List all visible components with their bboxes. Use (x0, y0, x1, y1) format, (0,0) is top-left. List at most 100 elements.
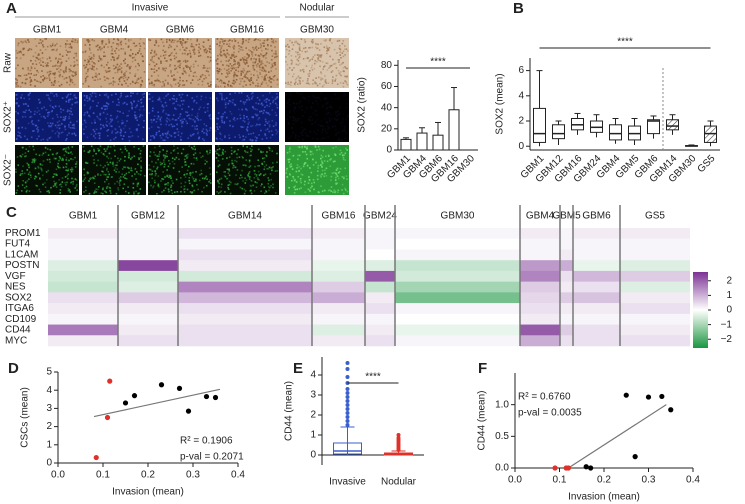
micrograph-speck (96, 129, 98, 131)
micrograph-speck (262, 68, 264, 70)
micrograph-speck (142, 81, 144, 83)
micrograph-speck (245, 190, 247, 192)
micrograph-speck (216, 157, 218, 159)
column-label: GS5 (645, 211, 665, 222)
micrograph-speck (184, 185, 186, 187)
micrograph-speck (285, 56, 287, 58)
micrograph-speck (229, 125, 231, 127)
micrograph-speck (233, 165, 235, 167)
micrograph-speck (242, 78, 244, 80)
micrograph-speck (198, 55, 200, 57)
micrograph-speck (250, 84, 252, 86)
micrograph-speck (162, 67, 164, 69)
micrograph-speck (51, 111, 53, 113)
micrograph-speck (130, 158, 132, 160)
micrograph-speck (324, 128, 326, 130)
micrograph-speck (247, 95, 249, 97)
micrograph-speck (163, 106, 165, 108)
micrograph-speck (342, 112, 344, 114)
micrograph-speck (255, 60, 257, 62)
micrograph-speck (208, 74, 210, 76)
micrograph-speck (93, 162, 95, 164)
point (584, 464, 589, 469)
micrograph-speck (128, 136, 130, 138)
micrograph-speck (142, 106, 144, 108)
micrograph-speck (166, 156, 168, 158)
micrograph-speck (27, 180, 29, 182)
micrograph-speck (114, 183, 116, 185)
micrograph-speck (66, 97, 68, 99)
micrograph-speck (173, 145, 175, 147)
micrograph-speck (57, 61, 59, 63)
micrograph-speck (93, 79, 95, 81)
micrograph-speck (114, 128, 116, 130)
micrograph-speck (74, 157, 76, 159)
micrograph-speck (326, 132, 328, 134)
micrograph-speck (32, 159, 34, 161)
micrograph-speck (96, 68, 98, 70)
micrograph-speck (311, 119, 313, 121)
micrograph-speck (307, 80, 309, 82)
micrograph-speck (138, 82, 140, 84)
micrograph-speck (276, 97, 278, 99)
micrograph-speck (183, 149, 185, 151)
heatmap-cell (178, 260, 312, 271)
micrograph-speck (111, 94, 113, 96)
micrograph-speck (106, 93, 108, 95)
micrograph-speck (46, 109, 48, 111)
micrograph-speck (118, 55, 120, 57)
heatmap-cell (573, 249, 620, 260)
micrograph-speck (326, 46, 328, 48)
micrograph-speck (253, 74, 255, 76)
micrograph-speck (309, 83, 311, 85)
micrograph-speck (329, 56, 331, 58)
micrograph-speck (338, 178, 340, 180)
micrograph-speck (55, 125, 57, 127)
micrograph-speck (29, 98, 31, 100)
micrograph-speck (71, 47, 73, 49)
micrograph-speck (82, 51, 84, 53)
micrograph-speck (162, 81, 164, 83)
micrograph-speck (303, 71, 305, 73)
point (107, 379, 112, 384)
micrograph-speck (291, 69, 293, 71)
micrograph-speck (303, 48, 305, 50)
micrograph-speck (259, 72, 261, 74)
micrograph-speck (323, 84, 325, 86)
micrograph-speck (320, 60, 322, 62)
micrograph-speck (116, 58, 118, 60)
micrograph-speck (293, 119, 295, 121)
micrograph-speck (217, 63, 219, 65)
micrograph-speck (221, 95, 223, 97)
micrograph-speck (123, 78, 125, 80)
micrograph-speck (300, 168, 302, 170)
micrograph-speck (104, 94, 106, 96)
micrograph-speck (248, 173, 250, 175)
micrograph-speck (108, 103, 110, 105)
x-tick-label: 0.1 (96, 470, 110, 481)
micrograph-speck (93, 58, 95, 60)
micrograph-speck (150, 151, 152, 153)
micrograph-speck (338, 190, 340, 192)
micrograph-speck (270, 70, 272, 72)
micrograph-speck (273, 100, 275, 102)
row-label: CD44 (5, 325, 31, 336)
micrograph-speck (45, 152, 47, 154)
micrograph-speck (244, 189, 246, 191)
colorbar-tick-label: −1 (721, 319, 733, 330)
micrograph-speck (100, 174, 102, 176)
micrograph-speck (100, 58, 102, 60)
micrograph-speck (269, 92, 271, 94)
micrograph-speck (70, 111, 72, 113)
micrograph-speck (43, 65, 45, 67)
micrograph-speck (160, 55, 162, 57)
micrograph-speck (261, 45, 263, 47)
micrograph-speck (27, 69, 29, 71)
micrograph-speck (108, 183, 110, 185)
y-tick-label: 1 (46, 439, 52, 450)
micrograph-speck (37, 107, 39, 109)
micrograph-speck (342, 155, 344, 157)
micrograph-speck (112, 48, 114, 50)
micrograph-speck (56, 127, 58, 129)
micrograph-speck (195, 116, 197, 118)
